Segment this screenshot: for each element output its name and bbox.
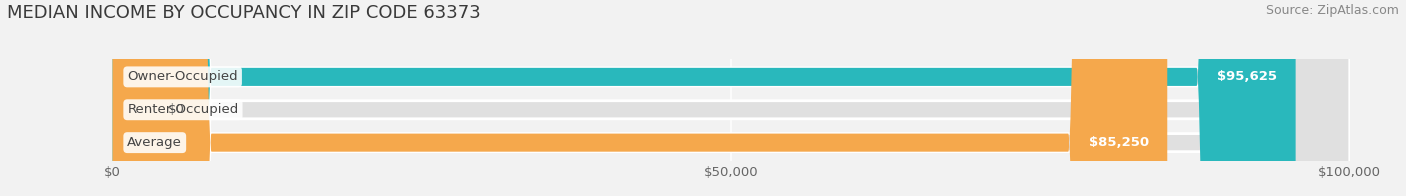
Text: MEDIAN INCOME BY OCCUPANCY IN ZIP CODE 63373: MEDIAN INCOME BY OCCUPANCY IN ZIP CODE 6…: [7, 4, 481, 22]
FancyBboxPatch shape: [112, 0, 1167, 196]
FancyBboxPatch shape: [112, 0, 1296, 196]
FancyBboxPatch shape: [112, 0, 1350, 196]
Text: Source: ZipAtlas.com: Source: ZipAtlas.com: [1265, 4, 1399, 17]
Text: Average: Average: [128, 136, 183, 149]
Text: Owner-Occupied: Owner-Occupied: [128, 70, 238, 83]
Text: Renter-Occupied: Renter-Occupied: [128, 103, 239, 116]
FancyBboxPatch shape: [112, 0, 1350, 196]
Text: $85,250: $85,250: [1088, 136, 1149, 149]
Text: $95,625: $95,625: [1218, 70, 1277, 83]
Text: $0: $0: [169, 103, 186, 116]
FancyBboxPatch shape: [112, 0, 1350, 196]
